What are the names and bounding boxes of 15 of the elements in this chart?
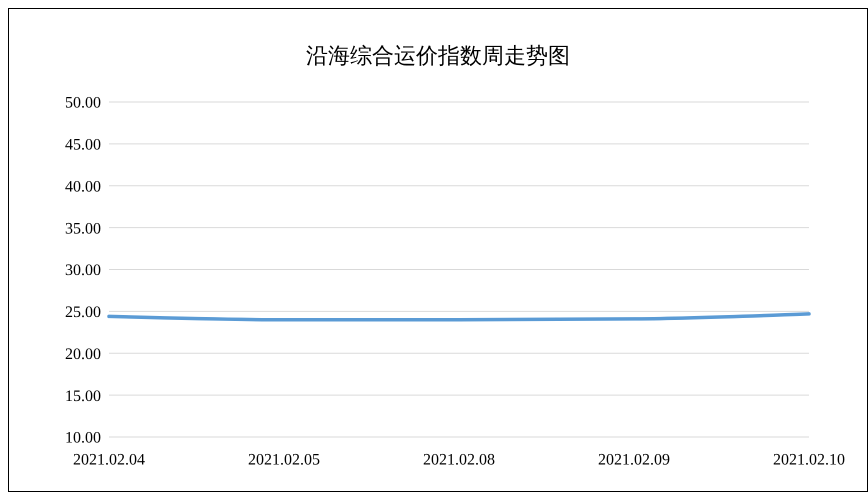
x-tick-label: 2021.02.09 [598,451,670,468]
y-tick-label: 45.00 [65,136,101,154]
y-tick-label: 20.00 [65,346,101,363]
y-tick-label: 15.00 [65,388,101,405]
x-tick-label: 2021.02.08 [423,451,495,468]
y-tick-label: 10.00 [65,430,101,447]
x-tick-label: 2021.02.05 [248,451,320,468]
y-tick-label: 30.00 [65,262,101,280]
x-tick-label: 2021.02.10 [773,451,845,468]
y-tick-label: 50.00 [65,94,101,112]
y-tick-label: 40.00 [65,178,101,196]
y-tick-label: 35.00 [65,220,101,238]
x-tick-label: 2021.02.04 [73,451,145,468]
chart-title: 沿海综合运价指数周走势图 [305,43,571,71]
y-tick-label: 25.00 [65,304,101,322]
